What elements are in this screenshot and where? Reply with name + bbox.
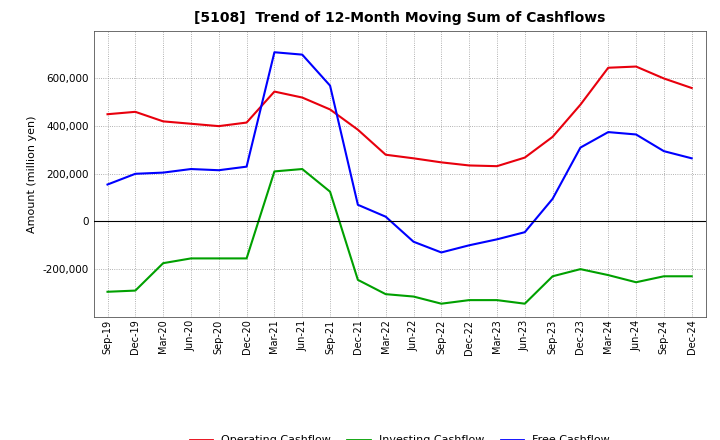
- Free Cashflow: [131, 171, 140, 176]
- Operating Cashflow: [688, 85, 696, 91]
- Investing Cashflow: [103, 289, 112, 294]
- Free Cashflow: [159, 170, 168, 175]
- Free Cashflow: [604, 129, 613, 135]
- Investing Cashflow: [521, 301, 529, 306]
- Operating Cashflow: [604, 65, 613, 70]
- Investing Cashflow: [631, 279, 640, 285]
- Investing Cashflow: [159, 260, 168, 266]
- Operating Cashflow: [576, 102, 585, 107]
- Operating Cashflow: [131, 109, 140, 114]
- Free Cashflow: [215, 168, 223, 173]
- Operating Cashflow: [382, 152, 390, 158]
- Operating Cashflow: [159, 119, 168, 124]
- Investing Cashflow: [382, 292, 390, 297]
- Operating Cashflow: [215, 124, 223, 129]
- Operating Cashflow: [465, 163, 474, 168]
- Investing Cashflow: [492, 297, 501, 303]
- Legend: Operating Cashflow, Investing Cashflow, Free Cashflow: Operating Cashflow, Investing Cashflow, …: [185, 431, 614, 440]
- Investing Cashflow: [660, 274, 668, 279]
- Free Cashflow: [298, 52, 307, 57]
- Operating Cashflow: [549, 134, 557, 139]
- Investing Cashflow: [242, 256, 251, 261]
- Operating Cashflow: [660, 76, 668, 81]
- Free Cashflow: [688, 156, 696, 161]
- Investing Cashflow: [325, 189, 334, 194]
- Free Cashflow: [354, 202, 362, 207]
- Free Cashflow: [437, 250, 446, 255]
- Investing Cashflow: [215, 256, 223, 261]
- Investing Cashflow: [409, 294, 418, 299]
- Free Cashflow: [270, 50, 279, 55]
- Investing Cashflow: [186, 256, 195, 261]
- Free Cashflow: [521, 230, 529, 235]
- Free Cashflow: [382, 214, 390, 219]
- Operating Cashflow: [521, 155, 529, 160]
- Investing Cashflow: [576, 267, 585, 272]
- Free Cashflow: [186, 166, 195, 172]
- Operating Cashflow: [325, 107, 334, 112]
- Free Cashflow: [492, 237, 501, 242]
- Free Cashflow: [409, 239, 418, 244]
- Title: [5108]  Trend of 12-Month Moving Sum of Cashflows: [5108] Trend of 12-Month Moving Sum of C…: [194, 11, 606, 26]
- Investing Cashflow: [465, 297, 474, 303]
- Line: Operating Cashflow: Operating Cashflow: [107, 66, 692, 166]
- Investing Cashflow: [298, 166, 307, 172]
- Operating Cashflow: [409, 156, 418, 161]
- Free Cashflow: [103, 182, 112, 187]
- Operating Cashflow: [242, 120, 251, 125]
- Investing Cashflow: [688, 274, 696, 279]
- Free Cashflow: [465, 243, 474, 248]
- Investing Cashflow: [437, 301, 446, 306]
- Investing Cashflow: [604, 272, 613, 278]
- Free Cashflow: [576, 145, 585, 150]
- Operating Cashflow: [437, 160, 446, 165]
- Line: Investing Cashflow: Investing Cashflow: [107, 169, 692, 304]
- Line: Free Cashflow: Free Cashflow: [107, 52, 692, 253]
- Operating Cashflow: [298, 95, 307, 100]
- Operating Cashflow: [186, 121, 195, 126]
- Free Cashflow: [242, 164, 251, 169]
- Y-axis label: Amount (million yen): Amount (million yen): [27, 115, 37, 233]
- Free Cashflow: [549, 196, 557, 202]
- Operating Cashflow: [631, 64, 640, 69]
- Operating Cashflow: [492, 164, 501, 169]
- Free Cashflow: [325, 83, 334, 88]
- Free Cashflow: [660, 149, 668, 154]
- Operating Cashflow: [270, 89, 279, 94]
- Free Cashflow: [631, 132, 640, 137]
- Investing Cashflow: [354, 277, 362, 282]
- Investing Cashflow: [131, 288, 140, 293]
- Operating Cashflow: [103, 112, 112, 117]
- Operating Cashflow: [354, 127, 362, 132]
- Investing Cashflow: [549, 274, 557, 279]
- Investing Cashflow: [270, 169, 279, 174]
